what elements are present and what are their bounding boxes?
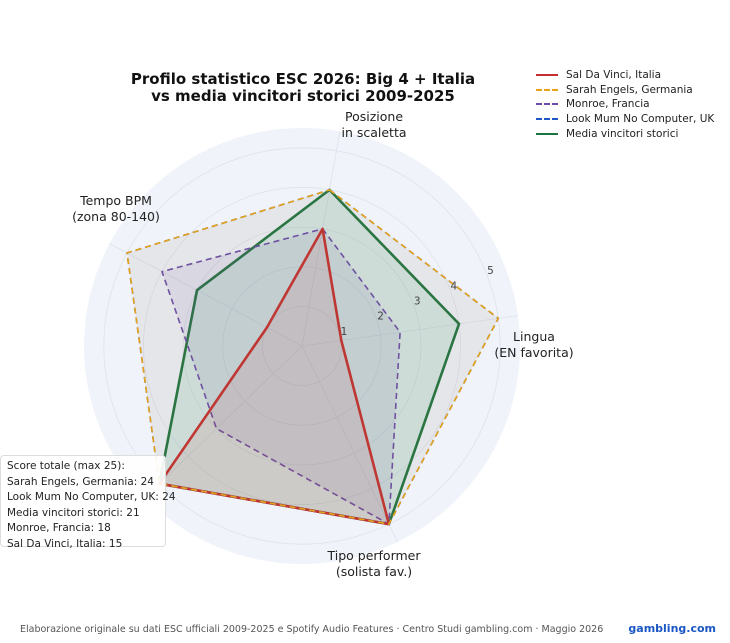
score-row: Look Mum No Computer, UK: 24 [7,491,176,504]
grid-spoke [109,243,303,347]
series-polygon [161,228,401,525]
legend-label: Media vincitori storici [566,127,679,140]
series-polygon [126,189,500,525]
grid-spoke [301,345,398,543]
chart-title-line-2: vs media vincitori storici 2009-2025 [151,87,455,105]
grid-ring [182,226,422,466]
legend-swatch [536,88,558,91]
score-row: Media vincitori storici: 21 [7,506,140,519]
legend-swatch [536,103,558,106]
grid-spoke [301,131,341,347]
grid-ring [143,187,461,505]
brand-logo-text: gambling.com [628,622,716,635]
legend-swatch [536,74,558,77]
grid-spoke [301,315,518,347]
axis-label: Lingua [513,329,555,344]
legend-item: Sarah Engels, Germania [536,83,714,98]
score-total-box: Score totale (max 25): Sarah Engels, Ger… [0,455,176,550]
axis-label: (EN favorita) [494,345,573,360]
radial-tick-label: 2 [377,311,384,323]
legend-item: Media vincitori storici [536,126,714,141]
axis-label: (solista fav.) [336,564,412,579]
chart-legend: Sal Da Vinci, Italia Sarah Engels, German… [536,68,714,141]
legend-item: Look Mum No Computer, UK [536,112,714,127]
radar-grid [103,131,518,545]
radial-tick-label: 5 [487,265,494,277]
radial-tick-label: 4 [450,280,457,292]
radial-tick-label: 3 [414,295,421,307]
legend-label: Monroe, Francia [566,98,650,111]
axis-label: Tempo BPM [79,193,152,208]
legend-swatch [536,132,558,135]
grid-ring [103,147,501,545]
legend-label: Sal Da Vinci, Italia [566,69,662,82]
score-box-title: Score totale (max 25): [7,460,125,472]
radial-tick-labels: 1 2 3 4 5 [341,265,494,338]
axis-label: (zona 80-140) [72,209,160,224]
legend-item: Monroe, Francia [536,97,714,112]
axis-label: Posizione [345,109,403,124]
radial-tick-label: 1 [341,326,348,338]
score-row: Sal Da Vinci, Italia: 15 [7,537,123,550]
score-row: Sarah Engels, Germania: 24 [7,475,154,488]
axis-label: in scaletta [341,125,406,140]
legend-label: Sarah Engels, Germania [566,83,693,96]
chart-title-line-1: Profilo statistico ESC 2026: Big 4 + Ita… [131,70,475,88]
axis-label: Tipo performer [326,548,421,563]
footer-credit: Elaborazione originale su dati ESC uffic… [20,624,604,635]
legend-label: Look Mum No Computer, UK [566,113,715,126]
legend-swatch [536,118,558,121]
radar-series [126,188,500,526]
grid-spoke [144,345,303,498]
legend-item: Sal Da Vinci, Italia [536,68,714,83]
score-row: Monroe, Francia: 18 [7,522,111,535]
